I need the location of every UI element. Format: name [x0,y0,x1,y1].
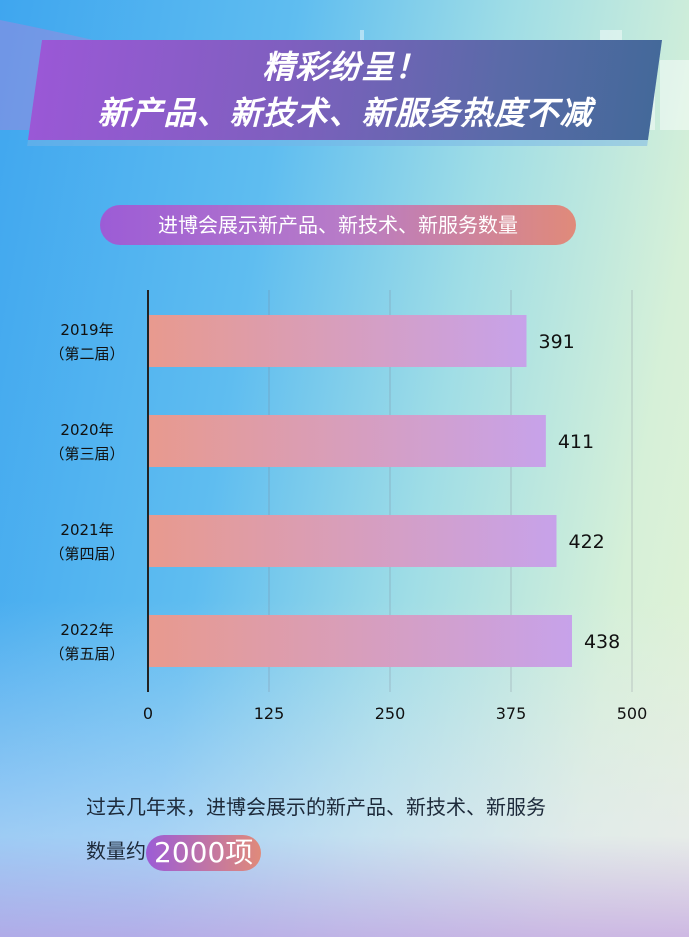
category-label: 2021年 [60,521,113,539]
note-prefix: 数量约 [86,839,146,863]
title-line-2: 新产品、新技术、新服务热度不减 [97,94,593,132]
note-highlight-badge: 2000项 [146,834,262,871]
x-tick-label: 250 [375,704,406,723]
category-label: 2022年 [60,621,113,639]
bar-value-label: 438 [584,631,620,653]
bar [148,415,546,467]
category-label: （第二届） [49,345,124,363]
chart-title: 进博会展示新产品、新技术、新服务数量 [100,205,576,245]
x-tick-label: 375 [496,704,527,723]
bar [148,615,572,667]
page-title: 精彩纷呈！ 新产品、新技术、新服务热度不减 [35,44,655,136]
bar-value-label: 422 [568,531,604,553]
category-label: （第三届） [49,445,124,463]
bar-value-label: 411 [558,431,594,453]
note-line-1: 过去几年来，进博会展示的新产品、新技术、新服务 [86,795,546,819]
x-tick-label: 500 [617,704,648,723]
bar-value-label: 391 [538,331,574,353]
bar [148,315,527,367]
category-label: （第五届） [49,645,124,663]
category-label: 2019年 [60,321,113,339]
x-tick-label: 125 [254,704,285,723]
bar [148,515,557,567]
category-label: 2020年 [60,421,113,439]
summary-note: 过去几年来，进博会展示的新产品、新技术、新服务 数量约 2000项 [86,785,546,873]
x-tick-label: 0 [143,704,153,723]
category-label: （第四届） [49,545,124,563]
title-line-1: 精彩纷呈！ [262,48,428,86]
